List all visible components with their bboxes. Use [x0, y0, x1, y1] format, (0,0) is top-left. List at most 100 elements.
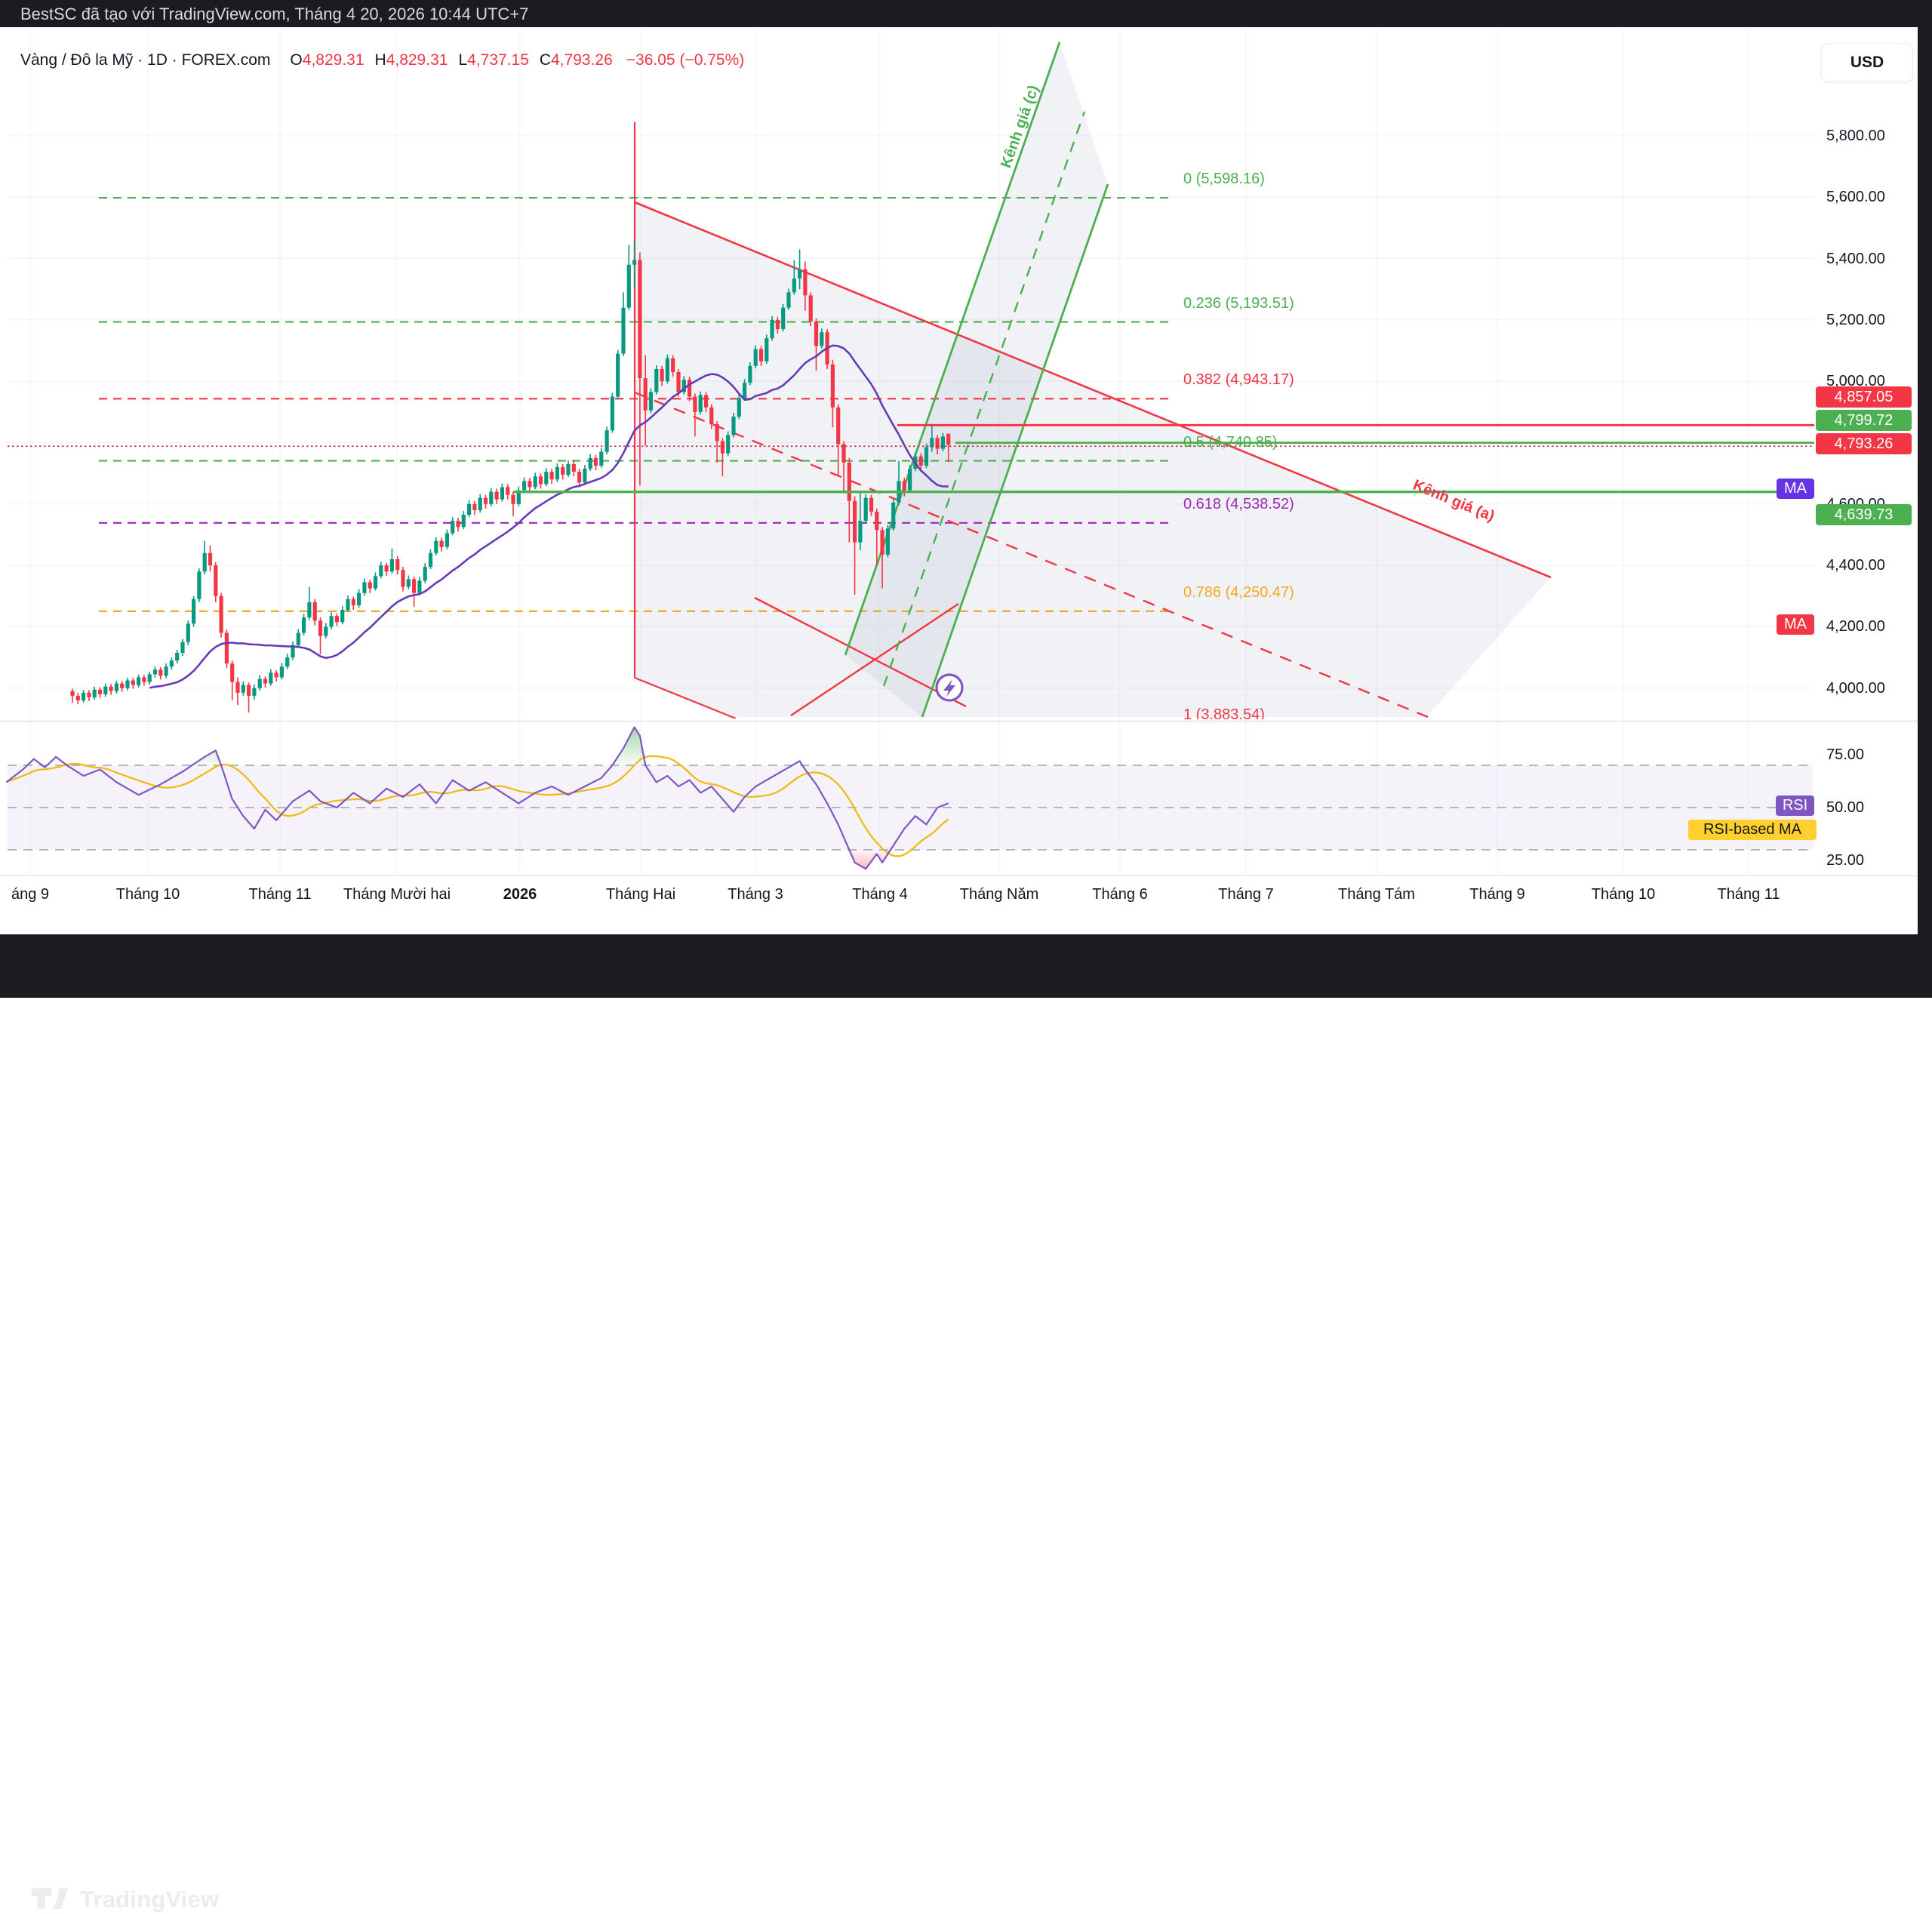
- candle-body: [434, 540, 438, 553]
- candle-body: [528, 481, 532, 488]
- candle-body: [935, 438, 940, 449]
- candle-body: [472, 503, 477, 510]
- candle-body: [214, 565, 218, 596]
- channel-a-lower-line[interactable]: [634, 676, 737, 719]
- time-tick-label: Tháng 3: [728, 886, 783, 903]
- candle-body: [346, 599, 350, 611]
- ma-badge: MA: [1777, 478, 1814, 499]
- candle-body: [340, 610, 345, 623]
- price-tick-label: 5,000.00: [1826, 373, 1885, 390]
- candles-series: [70, 241, 951, 713]
- channel-c-mid-line[interactable]: [882, 111, 1086, 687]
- candle-body: [186, 623, 190, 642]
- ohlc-open: 4,829.31: [302, 51, 365, 69]
- candle-body: [412, 579, 417, 593]
- candle-body: [103, 686, 108, 694]
- candle-body: [70, 691, 75, 696]
- candle-body: [703, 395, 709, 408]
- time-tick-label: Tháng 6: [1092, 886, 1148, 903]
- candle-body: [841, 444, 846, 463]
- candle-body: [142, 677, 146, 682]
- tradingview-mark-icon: [32, 1888, 68, 1909]
- ma-line[interactable]: [149, 344, 949, 689]
- price-tick-label: 4,000.00: [1826, 679, 1885, 697]
- candle-body: [269, 672, 273, 684]
- chart-canvas[interactable]: [0, 0, 1932, 998]
- currency-button[interactable]: USD: [1821, 43, 1913, 82]
- candle-body: [241, 685, 245, 693]
- channel-a-mid-line[interactable]: [634, 391, 1429, 719]
- candle-body: [758, 349, 764, 362]
- channel-a-fill: [635, 202, 1551, 717]
- candle-body: [395, 559, 400, 571]
- candle-body: [918, 456, 923, 466]
- candle-body: [616, 353, 620, 397]
- candle-body: [566, 463, 571, 475]
- candle-body: [632, 260, 637, 265]
- rsi-badge: RSI: [1776, 795, 1814, 816]
- candle-body: [192, 599, 196, 624]
- red-trendline-segment[interactable]: [754, 596, 967, 708]
- candle-body: [428, 552, 433, 568]
- candle-body: [863, 497, 868, 522]
- candle-body: [247, 685, 251, 696]
- candle-body: [638, 260, 642, 379]
- time-tick-label: áng 9: [11, 886, 50, 903]
- candle-body: [709, 407, 714, 425]
- symbol-title[interactable]: Vàng / Đô la Mỹ · 1D · FOREX.com: [20, 51, 271, 69]
- candle-body: [451, 521, 455, 534]
- rsi-ma-line[interactable]: [6, 755, 949, 857]
- candle-body: [869, 497, 874, 512]
- candle-body: [120, 683, 125, 688]
- time-tick-label: Tháng 7: [1218, 886, 1274, 903]
- time-tick-label: Tháng 10: [1591, 886, 1656, 903]
- candle-body: [75, 695, 80, 700]
- ohlc-low: 4,737.15: [467, 51, 529, 69]
- candle-body: [588, 457, 592, 469]
- time-axis-scale[interactable]: áng 9 Tháng 10 Tháng 11 Tháng Mười hai 2026 T…: [0, 876, 1921, 934]
- candle-body: [555, 467, 559, 480]
- candle-body: [296, 632, 300, 645]
- candle-body: [715, 424, 719, 442]
- ohlc-high: 4,829.31: [386, 51, 448, 69]
- candle-body: [235, 682, 240, 693]
- rsi-line[interactable]: [5, 726, 949, 870]
- candle-body: [489, 491, 494, 504]
- candle-body: [626, 264, 631, 308]
- candle-body: [764, 338, 769, 362]
- candle-body: [743, 383, 747, 398]
- candle-body: [417, 580, 422, 593]
- candle-body: [940, 436, 945, 449]
- ma-badge: MA: [1777, 614, 1814, 635]
- candle-body: [406, 579, 411, 587]
- candle-body: [549, 472, 554, 480]
- candle-body: [307, 602, 312, 618]
- price-tick-label: 5,400.00: [1826, 250, 1885, 267]
- symbol-header: Vàng / Đô la Mỹ · 1D · FOREX.com O4,829.3…: [20, 51, 744, 69]
- rsi-tick-label: 25.00: [1826, 852, 1865, 869]
- candle-body: [494, 491, 499, 500]
- channel-a-upper-line[interactable]: [634, 201, 1552, 579]
- candle-body: [147, 674, 152, 682]
- candle-body: [902, 481, 906, 491]
- candle-body: [830, 364, 835, 408]
- candle-body: [775, 319, 780, 330]
- candle-body: [681, 380, 686, 392]
- candle-body: [506, 487, 510, 495]
- time-tick-label: Tháng Mười hai: [343, 886, 451, 903]
- candle-body: [329, 616, 334, 627]
- candle-body: [312, 602, 317, 621]
- candle-body: [351, 599, 355, 605]
- candle-body: [302, 617, 306, 633]
- candle-body: [748, 365, 752, 383]
- tradingview-logo[interactable]: TradingView: [30, 1885, 219, 1914]
- candle-body: [798, 269, 802, 279]
- time-tick-label: Tháng Hai: [605, 886, 676, 903]
- candle-body: [671, 358, 675, 373]
- candle-body: [82, 692, 86, 700]
- channel-c-right-line[interactable]: [921, 183, 1109, 718]
- candle-body: [808, 295, 813, 322]
- candle-body: [786, 292, 791, 308]
- red-trendline-segment[interactable]: [790, 603, 959, 716]
- price-axis-scale[interactable]: 5,800.00 5,600.00 5,400.00 5,200.00 5,000.00…: [1817, 27, 1918, 875]
